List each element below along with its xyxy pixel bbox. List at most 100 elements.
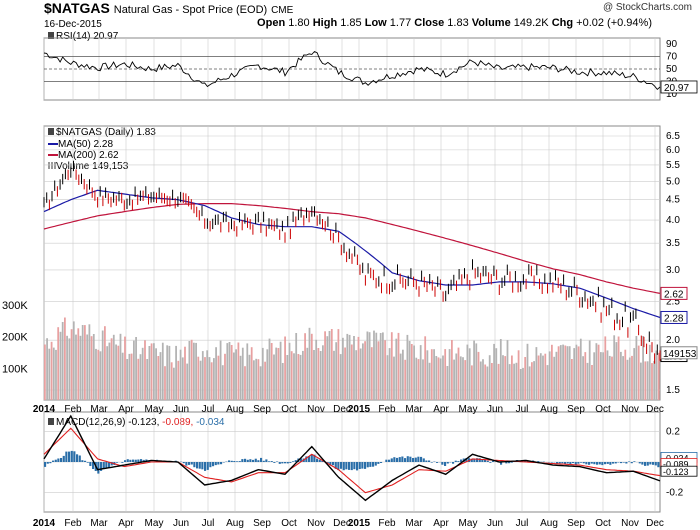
volume-bar [359,348,362,400]
volume-bar [390,332,393,400]
macd-hist-bar [81,460,84,462]
volume-bar [479,361,482,400]
volume-bar [515,362,518,400]
volume-bar [366,331,369,400]
x-tick-label: Mar [405,518,423,529]
volume-bar [273,354,275,400]
volume-bar [79,335,82,400]
macd-hist-bar [182,462,185,464]
x-tick-label: May [459,404,478,415]
ma200-swatch [48,154,58,157]
x-tick-label: Apr [433,518,449,529]
volume-bar [68,338,71,400]
macd-hist-bar [244,458,247,462]
volume-bar [250,347,253,400]
volume-bar [121,352,124,400]
volume-bar [419,345,422,400]
macd-label: MACD(12,26,9) -0.123, -0.089, -0.034 [48,417,224,428]
macd-hist-bar [492,460,495,462]
volume-bar [61,322,64,400]
volume-bar [193,342,195,400]
macd-hist-bar [214,462,217,466]
volume-bar [64,317,66,400]
volume-bar [468,348,471,400]
macd-hist-bar [569,462,572,465]
volume-label: Volume [471,17,511,29]
x-tick-label: Jun [487,518,503,529]
volume-bar [337,329,340,400]
volume-bar [66,335,68,400]
volume-bar [241,347,244,400]
macd-hist-bar [340,462,343,469]
open-label: Open [257,17,286,29]
panel-icon[interactable] [48,128,54,135]
macd-hist-bar [57,458,60,462]
x-tick-label: Dec [646,518,664,529]
volume-bar [77,328,80,400]
volume-bar [101,330,104,400]
copyright[interactable]: @ StockCharts.com [602,2,692,13]
volume-bar [128,353,131,400]
volume-bar [199,360,202,400]
volume-bar [462,357,464,400]
volume-bar [555,351,558,400]
volume-bar [97,349,100,400]
rsi-tick-label: 90 [666,39,678,50]
macd-hist-bar [70,450,73,462]
macd-hist-bar [206,462,209,470]
volume-bar [535,347,538,400]
volume-bar [370,347,373,400]
volume-bar [161,342,164,400]
macd-hist-bar [249,459,252,462]
volume-bar [591,365,593,400]
volume-bar [613,335,616,400]
volume-bar [168,345,171,400]
volume-bar [230,345,233,400]
macd-hist-bar [404,458,407,462]
volume-bar [357,336,360,400]
macd-hist-bar [577,462,580,464]
macd-hist-bar [598,462,601,465]
volume-bar [355,350,358,400]
volume-bar [611,356,613,400]
volume-bar [397,332,400,400]
volume-bar [153,343,155,400]
volume-bar [228,342,231,400]
volume-bar [415,357,418,400]
macd-hist-bar [604,462,607,465]
macd-hist-bar [585,462,588,465]
x-tick-label: Mar [90,404,108,415]
volume-bar [517,350,520,400]
macd-hist-bar [126,459,129,462]
volume-bar [270,343,273,400]
macd-hist-bar [185,462,188,466]
macd-hist-bar [310,454,313,462]
macd-hist-bar [292,461,295,462]
volume-bar [117,345,120,400]
macd-hist-bar [510,462,513,463]
volume-bar [95,348,97,400]
volume-bar [528,366,531,400]
volume-bar [124,336,126,400]
volume-bar [451,340,453,400]
volume-bar [364,341,366,400]
macd-hist-bar [326,462,329,463]
volume-bar [526,343,529,400]
macd-hist-bar [270,461,273,462]
volume-bar [146,359,149,400]
macd-hist-bar [644,462,647,466]
macd-hist-bar [505,462,508,464]
volume-bar [646,361,649,400]
macd-hist-bar [316,458,319,462]
volume-bar [190,339,193,400]
x-tick-label: Sep [253,404,271,415]
volume-bar [210,362,213,400]
macd-hist-bar [606,462,609,464]
volume-bar [319,351,322,400]
price-tick-label: 4.0 [666,215,680,226]
macd-hist-bar [268,461,271,462]
panel-icon[interactable] [48,418,54,425]
volume-bar [322,345,324,400]
panel-icon[interactable] [48,32,54,39]
price-tick-label: 6.5 [666,131,680,142]
